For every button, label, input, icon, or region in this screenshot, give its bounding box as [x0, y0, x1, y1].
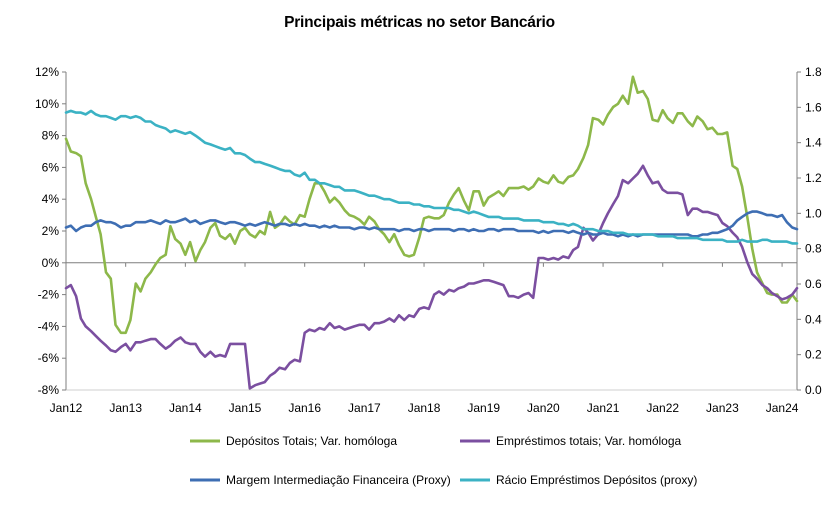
x-tick-label: Jan15 [229, 401, 262, 415]
series-line-3 [64, 210, 799, 238]
x-tick-label: Jan13 [109, 401, 142, 415]
y-right-tick-label: 0.2 [805, 348, 822, 362]
y-right-tick-label: 1.6 [805, 100, 822, 114]
y-right-tick-label: 0.8 [805, 242, 822, 256]
x-tick-label: Jan14 [169, 401, 202, 415]
legend-label-2: Empréstimos totais; Var. homóloga [496, 434, 682, 448]
x-tick-label: Jan18 [408, 401, 441, 415]
y-left-tick-label: -4% [38, 319, 60, 333]
y-left-tick-label: -8% [38, 383, 60, 397]
y-right-tick-label: 1.0 [805, 206, 822, 220]
y-right-tick-label: 1.2 [805, 171, 822, 185]
x-tick-label: Jan17 [348, 401, 381, 415]
y-right-tick-label: 0.6 [805, 277, 822, 291]
series-line-4 [64, 109, 799, 245]
y-left-tick-label: 8% [42, 129, 60, 143]
x-tick-label: Jan16 [288, 401, 321, 415]
x-tick-label: Jan19 [467, 401, 500, 415]
x-tick-label: Jan23 [706, 401, 739, 415]
x-tick-label: Jan20 [527, 401, 560, 415]
y-left-tick-label: -2% [38, 288, 60, 302]
legend-label-1: Depósitos Totais; Var. homóloga [226, 434, 397, 448]
x-tick-label: Jan22 [646, 401, 679, 415]
y-right-tick-label: 0.0 [805, 383, 822, 397]
y-left-tick-label: 2% [42, 224, 60, 238]
series-line-2 [64, 164, 799, 390]
y-right-tick-label: 1.8 [805, 65, 822, 79]
x-tick-label: Jan21 [587, 401, 620, 415]
y-left-tick-label: 12% [35, 65, 59, 79]
y-right-tick-label: 1.4 [805, 136, 822, 150]
y-left-tick-label: 0% [42, 256, 60, 270]
x-tick-label: Jan12 [50, 401, 83, 415]
series-line-1 [64, 75, 799, 335]
y-left-tick-label: 4% [42, 192, 60, 206]
y-right-tick-label: 0.4 [805, 312, 822, 326]
legend-label-3: Margem Intermediação Financeira (Proxy) [226, 473, 451, 487]
y-left-tick-label: 6% [42, 160, 60, 174]
y-left-tick-label: -6% [38, 351, 60, 365]
legend-label-4: Rácio Empréstimos Depósitos (proxy) [496, 473, 697, 487]
y-left-tick-label: 10% [35, 97, 59, 111]
x-tick-label: Jan24 [766, 401, 799, 415]
chart-title: Principais métricas no setor Bancário [284, 14, 555, 31]
